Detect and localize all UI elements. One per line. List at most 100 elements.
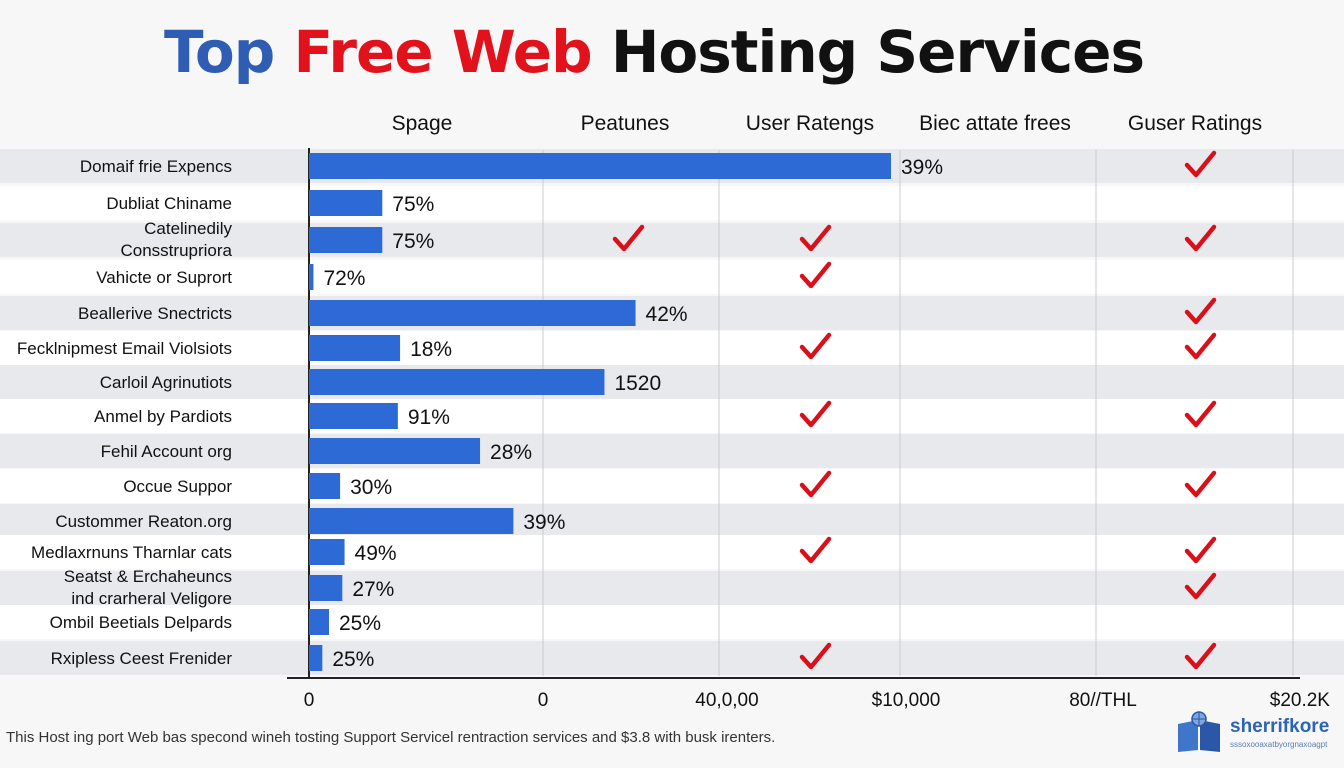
check-icon: [799, 536, 832, 564]
row-stripe: [0, 535, 1344, 569]
bar: [309, 190, 383, 216]
brand-logo: sherrifkore sssoxooaxatbyorgnaxoagpt: [1174, 710, 1339, 754]
row-stripe: [0, 469, 1344, 503]
data-labels: 39% 75% 75% 72% 42% 18% 1520 91% 28% 30% 39% 49% 27%…: [323, 156, 943, 671]
column-header-user-ratings: User Ratengs: [745, 112, 875, 135]
title-part-2: Free Web: [293, 18, 592, 86]
bar: [309, 539, 345, 565]
column-header-free-extras: Biec attate frees: [919, 112, 1071, 135]
check-icon: [799, 470, 832, 498]
row-stripe: [0, 260, 1344, 294]
data-label: 72%: [323, 267, 365, 290]
check-icon: [799, 261, 832, 289]
check-icon: [1184, 572, 1217, 600]
category-label: Fehil Account org: [101, 442, 232, 461]
x-tick-label: 80//THL: [1069, 690, 1137, 711]
bar: [309, 153, 891, 179]
bar: [309, 575, 343, 601]
check-icon: [1184, 224, 1217, 252]
data-label: 25%: [339, 612, 381, 635]
row-stripe: [0, 223, 1344, 257]
category-label: Catelinedily Consstrupriora: [121, 219, 233, 260]
row-stripe: [0, 571, 1344, 605]
bars: [309, 153, 891, 671]
x-tick-label: $10,000: [872, 690, 941, 711]
check-icon: [612, 224, 645, 252]
bar: [309, 335, 401, 361]
row-stripe: [0, 504, 1344, 538]
category-label: Custommer Reaton.org: [55, 512, 232, 531]
logo-name: sherrifkore: [1230, 716, 1330, 737]
logo-tagline: sssoxooaxatbyorgnaxoagpt: [1230, 740, 1328, 749]
row-stripe: [0, 605, 1344, 639]
check-icon: [799, 224, 832, 252]
row-stripe: [0, 186, 1344, 220]
category-label: Carloil Agrinutiots: [100, 373, 232, 392]
data-label: 39%: [523, 511, 565, 534]
check-icon: [799, 642, 832, 670]
x-tick-label: 0: [538, 690, 549, 711]
chart-title: Top Free Web Hosting Services: [0, 18, 1308, 86]
category-labels: Domaif frie Expencs Dubliat Chiname Cateli…: [17, 157, 233, 668]
check-icon: [1184, 332, 1217, 360]
row-stripe: [0, 434, 1344, 468]
category-label: Seatst & Erchaheuncs ind crarheral Veligo…: [64, 567, 232, 608]
check-icon: [799, 332, 832, 360]
category-label: Fecklnipmest Email Violsiots: [17, 339, 232, 358]
bar: [309, 473, 341, 499]
category-label: Anmel by Pardiots: [94, 407, 232, 426]
x-axis-ticks: 0 0 40,0,00 $10,000 80//THL $20.2K: [304, 690, 1331, 711]
data-label: 25%: [332, 648, 374, 671]
data-label: 18%: [410, 338, 452, 361]
bar: [309, 369, 605, 395]
check-icon: [1184, 150, 1217, 178]
check-icon: [1184, 297, 1217, 325]
x-tick-label: 0: [304, 690, 315, 711]
category-label: Dubliat Chiname: [106, 194, 232, 213]
row-stripe: [0, 399, 1344, 433]
data-label: 39%: [901, 156, 943, 179]
x-tick-label: 40,0,00: [695, 690, 758, 711]
category-label: Medlaxrnuns Tharnlar cats: [31, 543, 232, 562]
data-label: 91%: [408, 406, 450, 429]
row-stripe: [0, 296, 1344, 330]
column-header-guser-ratings: Guser Ratings: [1127, 112, 1263, 135]
bar: [309, 403, 398, 429]
data-label: 27%: [352, 578, 394, 601]
footnote: This Host ing port Web bas specond wineh…: [6, 729, 776, 746]
row-stripe: [0, 641, 1344, 675]
check-icon: [1184, 470, 1217, 498]
bar: [309, 227, 383, 253]
data-label: 75%: [392, 230, 434, 253]
column-header-space: Spage: [391, 112, 453, 135]
data-label: 28%: [490, 441, 532, 464]
data-label: 30%: [350, 476, 392, 499]
bar: [309, 438, 481, 464]
category-label: Ombil Beetials Delpards: [50, 613, 232, 632]
data-label: 42%: [646, 303, 688, 326]
data-label: 75%: [392, 193, 434, 216]
category-label: Rxipless Ceest Frenider: [51, 649, 233, 668]
title-part-1: Top: [164, 18, 275, 86]
row-stripes: [0, 149, 1344, 675]
category-label: Domaif frie Expencs: [80, 157, 232, 176]
check-icon: [799, 400, 832, 428]
category-label: Beallerive Snectricts: [78, 304, 232, 323]
book-globe-icon: [1178, 711, 1220, 752]
bar: [309, 645, 323, 671]
column-header-features: Peatunes: [580, 112, 670, 135]
check-icon: [1184, 642, 1217, 670]
data-label: 49%: [355, 542, 397, 565]
bar: [309, 264, 314, 290]
data-label: 1520: [614, 372, 661, 395]
row-stripe: [0, 365, 1344, 399]
check-icon: [1184, 400, 1217, 428]
check-marks: [612, 150, 1217, 670]
check-icon: [1184, 536, 1217, 564]
bar: [309, 508, 514, 534]
row-stripe: [0, 331, 1344, 365]
x-tick-label: $20.2K: [1270, 690, 1331, 711]
bar: [309, 300, 636, 326]
category-label: Vahicte or Suprort: [96, 268, 232, 287]
